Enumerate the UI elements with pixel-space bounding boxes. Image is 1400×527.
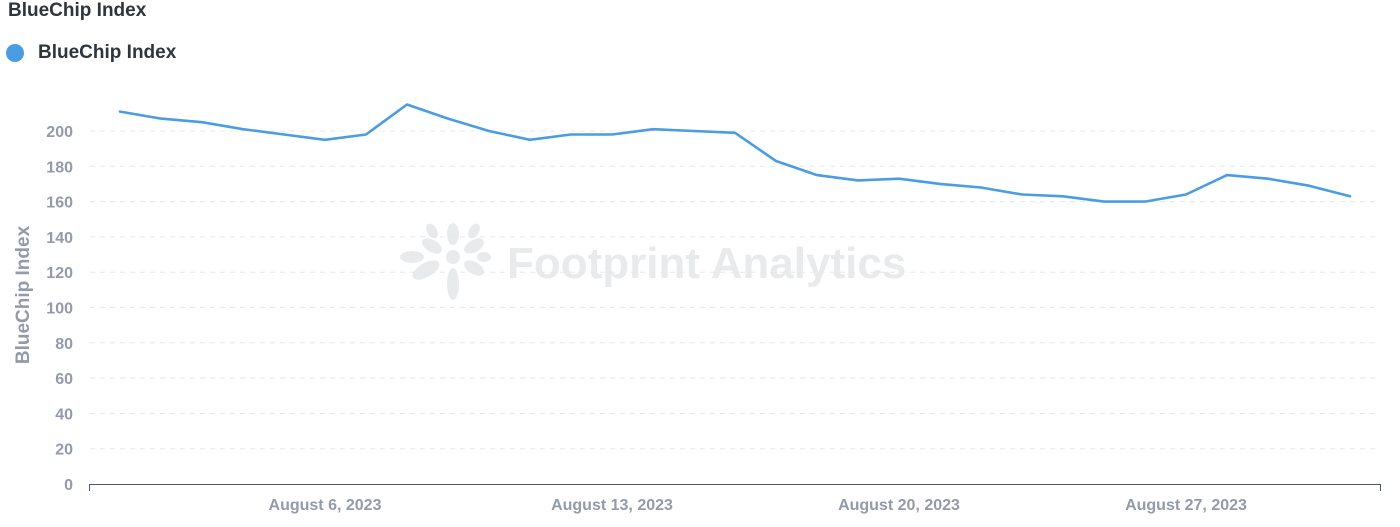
y-tick-label: 20 — [55, 442, 73, 459]
footprint-watermark: Footprint Analytics — [400, 223, 906, 300]
y-tick-label: 80 — [55, 336, 73, 353]
y-axis-ticks: 0 20 40 60 80 100 120 140 160 180 200 — [46, 124, 73, 494]
chart-title: BlueChip Index — [8, 0, 147, 21]
x-axis: August 6, 2023 August 13, 2023 August 20, … — [89, 484, 1381, 514]
y-tick-label: 60 — [55, 371, 73, 388]
y-tick-label: 40 — [55, 406, 73, 423]
y-tick-label: 160 — [46, 195, 73, 212]
y-tick-label: 180 — [46, 159, 73, 176]
x-tick-label: August 27, 2023 — [1125, 497, 1247, 514]
legend-label: BlueChip Index — [38, 42, 177, 63]
legend[interactable]: BlueChip Index — [6, 42, 176, 64]
y-tick-label: 200 — [46, 124, 73, 141]
y-tick-label: 120 — [46, 265, 73, 282]
x-tick-label: August 13, 2023 — [551, 497, 673, 514]
watermark-text: Footprint Analytics — [507, 239, 906, 288]
y-axis-label: BlueChip Index — [13, 225, 34, 364]
series-lines — [118, 103, 1352, 203]
x-tick-label: August 6, 2023 — [269, 497, 382, 514]
series-line — [118, 103, 1352, 203]
footprint-logo-icon — [400, 223, 491, 300]
y-tick-label: 0 — [64, 477, 73, 494]
x-tick-label: August 20, 2023 — [838, 497, 960, 514]
y-tick-label: 100 — [46, 301, 73, 318]
gridlines — [90, 130, 1380, 450]
y-tick-label: 140 — [46, 230, 73, 247]
legend-swatch — [6, 44, 24, 62]
